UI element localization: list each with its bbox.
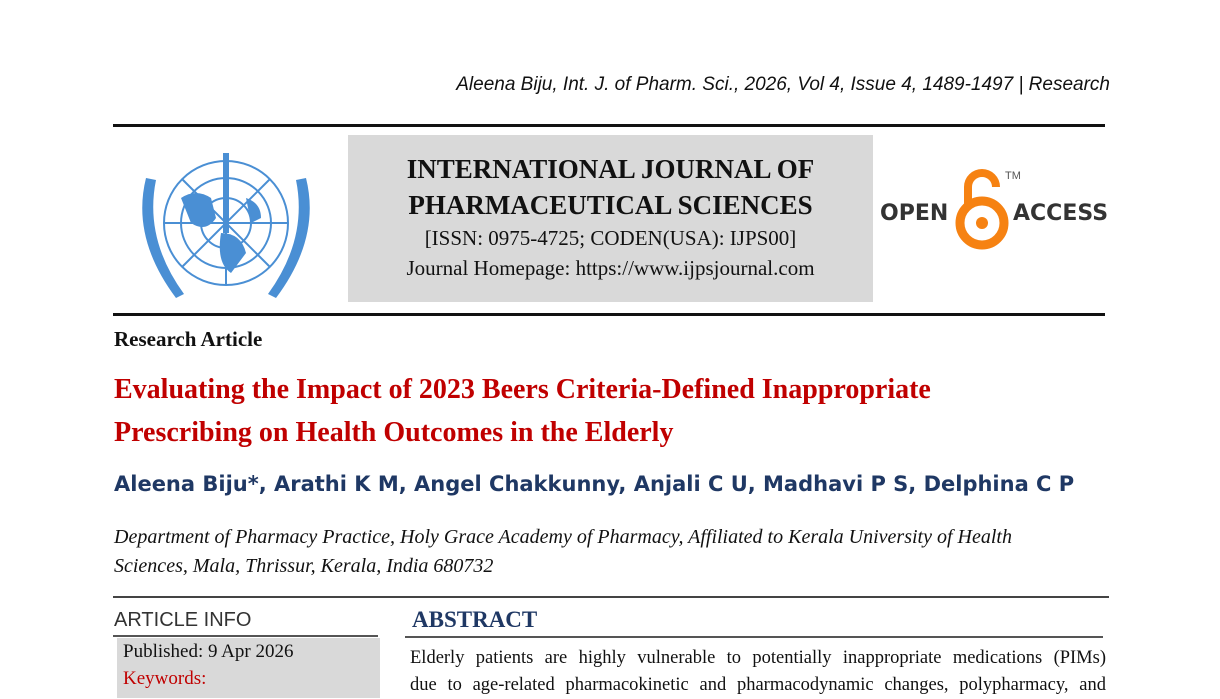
journal-homepage[interactable]: Journal Homepage: https://www.ijpsjourna… bbox=[406, 256, 815, 280]
open-access-right: ACCESS bbox=[1013, 201, 1109, 226]
running-header: Aleena Biju, Int. J. of Pharm. Sci., 202… bbox=[456, 74, 1110, 95]
affiliation: Department of Pharmacy Practice, Holy Gr… bbox=[114, 523, 1114, 581]
article-info-rule bbox=[113, 635, 378, 637]
journal-name-line2: PHARMACEUTICAL SCIENCES bbox=[408, 190, 813, 220]
open-lock-icon bbox=[955, 169, 1009, 250]
affiliation-line2: Sciences, Mala, Thrissur, Kerala, India … bbox=[114, 555, 494, 577]
open-access-left: OPEN bbox=[880, 201, 949, 226]
trademark: TM bbox=[1005, 170, 1021, 182]
journal-issn: [ISSN: 0975-4725; CODEN(USA): IJPS00] bbox=[424, 226, 797, 250]
journal-name-line1: INTERNATIONAL JOURNAL OF bbox=[406, 154, 815, 184]
authors: Aleena Biju*, Arathi K M, Angel Chakkunn… bbox=[114, 472, 1075, 496]
section-rule bbox=[113, 596, 1109, 598]
abstract-line2: due to age-related pharmacokinetic and p… bbox=[410, 675, 1106, 695]
abstract-line1: Elderly patients are highly vulnerable t… bbox=[410, 648, 1106, 668]
affiliation-line1: Department of Pharmacy Practice, Holy Gr… bbox=[114, 526, 1012, 548]
article-type: Research Article bbox=[114, 327, 263, 351]
published-date: Published: 9 Apr 2026 bbox=[123, 641, 294, 662]
abstract-heading: ABSTRACT bbox=[412, 607, 538, 632]
article-info-heading: ARTICLE INFO bbox=[114, 609, 252, 631]
article-title: Evaluating the Impact of 2023 Beers Crit… bbox=[114, 368, 1114, 454]
journal-masthead: INTERNATIONAL JOURNAL OF PHARMACEUTICAL … bbox=[348, 135, 873, 302]
title-line1: Evaluating the Impact of 2023 Beers Crit… bbox=[114, 374, 931, 405]
masthead-bottom-rule bbox=[113, 313, 1105, 316]
article-info-box bbox=[117, 638, 380, 698]
abstract-rule bbox=[405, 636, 1103, 638]
open-access-logo: OPEN TM ACCESS bbox=[880, 165, 1110, 255]
journal-logo-icon bbox=[142, 153, 310, 298]
title-line2: Prescribing on Health Outcomes in the El… bbox=[114, 417, 674, 448]
abstract-text: Elderly patients are highly vulnerable t… bbox=[410, 645, 1106, 699]
keywords-label: Keywords: bbox=[123, 668, 207, 689]
top-rule bbox=[113, 124, 1105, 127]
